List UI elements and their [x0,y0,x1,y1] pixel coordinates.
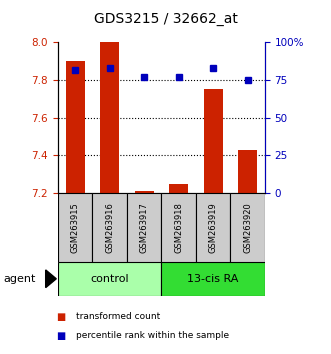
Text: GSM263918: GSM263918 [174,202,183,253]
Bar [230,193,265,262]
Bar [100,42,119,193]
Text: ■: ■ [56,331,66,341]
Text: transformed count: transformed count [76,312,161,321]
Text: GSM263916: GSM263916 [105,202,114,253]
Text: 13-cis RA: 13-cis RA [187,274,239,284]
Bar [161,262,265,296]
Bar [92,193,127,262]
Bar [66,61,85,193]
Bar [196,193,230,262]
Bar [161,193,196,262]
Text: GSM263919: GSM263919 [209,202,217,253]
Bar [204,90,222,193]
Text: agent: agent [3,274,36,284]
Text: control: control [90,274,129,284]
Text: percentile rank within the sample: percentile rank within the sample [76,331,229,340]
Bar [58,262,162,296]
Bar [169,183,188,193]
Bar [127,193,161,262]
Text: GSM263920: GSM263920 [243,202,252,253]
Text: GSM263915: GSM263915 [71,202,80,253]
Text: GDS3215 / 32662_at: GDS3215 / 32662_at [94,12,237,27]
Text: ■: ■ [56,312,66,322]
Text: GSM263917: GSM263917 [140,202,149,253]
Bar [238,150,257,193]
Bar [135,191,154,193]
Bar [58,193,92,262]
